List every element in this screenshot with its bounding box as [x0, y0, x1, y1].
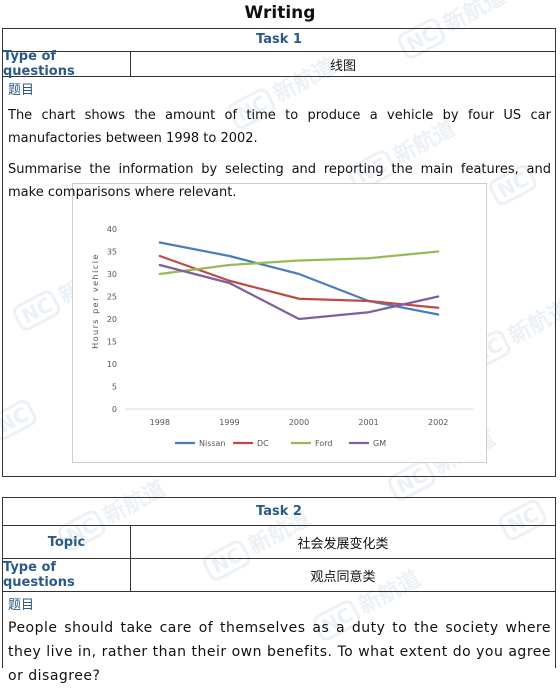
task2-topic-value: 社会发展变化类 — [297, 536, 389, 552]
x-tick-label: 2001 — [358, 418, 378, 427]
y-tick-label: 30 — [107, 270, 117, 279]
task1-paragraph-1: The chart shows the amount of time to pr… — [8, 108, 551, 146]
task2-paragraph: People should take care of themselves as… — [8, 620, 551, 684]
task2-type-value: 观点同意类 — [310, 569, 376, 585]
y-tick-label: 20 — [107, 315, 117, 324]
x-tick-label: 1999 — [219, 418, 239, 427]
task2-type-row: Type of questions 观点同意类 — [3, 559, 555, 592]
task2-header: Task 2 — [3, 498, 555, 526]
task2-box: Task 2 Topic 社会发展变化类 Type of questions 观… — [2, 497, 556, 684]
y-tick-label: 10 — [107, 360, 117, 369]
task2-topic-label: Topic — [3, 526, 131, 558]
legend-label-nissan: Nissan — [199, 439, 226, 448]
task2-question-label: 题目 — [8, 598, 35, 613]
x-tick-label: 2002 — [428, 418, 448, 427]
y-tick-label: 25 — [107, 293, 117, 302]
task1-question-label: 题目 — [8, 83, 35, 98]
task1-type-label: Type of questions — [3, 49, 131, 79]
series-line-ford — [158, 250, 440, 276]
series-line-gm — [158, 263, 440, 321]
x-tick-label: 1998 — [150, 418, 170, 427]
task1-type-value: 线图 — [329, 58, 356, 74]
task1-type-row: Type of questions 线图 — [3, 49, 555, 79]
y-axis-label: Hours per vehicle — [91, 253, 100, 349]
legend-label-ford: Ford — [315, 439, 332, 448]
line-chart-svg: Hours per vehicle 0 5 10 15 20 25 30 35 40 1998 19… — [91, 225, 473, 448]
task1-paragraph-2: Summarise the information by selecting a… — [8, 162, 551, 200]
y-tick-label: 15 — [107, 338, 117, 347]
y-tick-label: 0 — [112, 405, 117, 414]
page-title: Writing — [244, 3, 316, 23]
task1-box: Task 1 Type of questions 线图 题目 The chart… — [2, 28, 556, 477]
y-tick-label: 5 — [112, 383, 117, 392]
task2-topic-row: Topic 社会发展变化类 — [3, 526, 555, 559]
x-tick-label: 2000 — [289, 418, 309, 427]
task2-type-label: Type of questions — [3, 559, 131, 591]
y-tick-label: 35 — [107, 248, 117, 257]
line-chart: Hours per vehicle 0 5 10 15 20 25 30 35 40 1998 19… — [72, 183, 487, 463]
legend-label-gm: GM — [373, 439, 386, 448]
legend-label-dc: DC — [257, 439, 269, 448]
task1-header: Task 1 — [3, 29, 555, 52]
y-tick-label: 40 — [107, 225, 117, 234]
series-line-nissan — [158, 241, 440, 316]
series-line-dc — [158, 254, 440, 309]
